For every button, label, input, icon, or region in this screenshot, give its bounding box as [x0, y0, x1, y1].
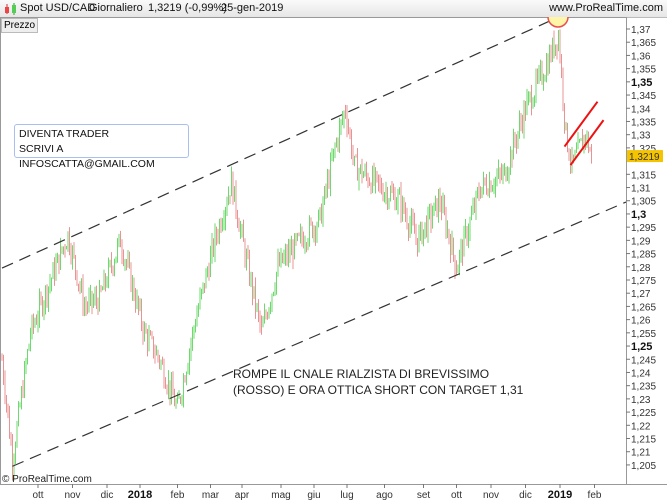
analysis-line-2: (ROSSO) E ORA OTTICA SHORT CON TARGET 1,…: [233, 383, 524, 397]
x-tick-label: ott: [451, 490, 462, 500]
x-tick-label: lug: [340, 490, 353, 500]
y-tick-label: 1,275: [631, 276, 656, 287]
analysis-text: ROMPE IL CNALE RIALZISTA DI BREVISSIMO (…: [233, 366, 523, 398]
panel-label[interactable]: Prezzo: [1, 18, 39, 33]
instrument-name: Spot USD/CAD: [20, 2, 96, 14]
y-tick-label: 1,27: [631, 289, 651, 300]
y-tick-label: 1,235: [631, 382, 656, 393]
y-tick-label: 1,25: [631, 341, 652, 353]
y-tick-label: 1,245: [631, 355, 656, 366]
x-tick-label: ago: [376, 490, 393, 500]
y-tick-label: 1,285: [631, 250, 656, 261]
x-tick-label: feb: [588, 490, 602, 500]
channel-lower-line: [12, 201, 627, 467]
last-price-marker: [627, 150, 663, 163]
y-tick-label: 1,305: [631, 197, 656, 208]
analysis-line-1: ROMPE IL CNALE RIALZISTA DI BREVISSIMO: [233, 367, 490, 381]
x-tick-label: mar: [202, 490, 220, 500]
x-tick-label: nov: [483, 490, 499, 500]
y-tick-label: 1,225: [631, 408, 656, 419]
x-tick-label: 2018: [128, 489, 152, 500]
x-tick-label: ott: [32, 490, 43, 500]
y-tick-label: 1,31: [631, 184, 651, 195]
y-tick-label: 1,365: [631, 38, 656, 49]
y-tick-label: 1,3: [631, 209, 646, 221]
y-tick-label: 1,26: [631, 316, 651, 327]
short-channel-upper-line: [563, 101, 599, 148]
chart-header: Spot USD/CAD Giornaliero 1,3219 (-0,99%)…: [0, 0, 667, 18]
plot-frame: [0, 17, 627, 485]
y-tick-label: 1,325: [631, 144, 656, 155]
y-tick-label: 1,335: [631, 117, 656, 128]
y-tick-label: 1,205: [631, 461, 656, 472]
x-tick-label: apr: [235, 490, 250, 500]
y-tick-label: 1,345: [631, 91, 656, 102]
y-tick-label: 1,33: [631, 131, 651, 142]
highlight-circle: [547, 17, 569, 28]
short-channel-lower-line: [569, 119, 605, 166]
y-tick-label: 1,35: [631, 77, 652, 89]
x-tick-label: 2019: [548, 489, 572, 500]
note-line-2: SCRIVI A INFOSCATTA@GMAIL.COM: [19, 143, 155, 170]
note-line-1: DIVENTA TRADER: [19, 128, 110, 140]
channel-upper-line: [1, 17, 556, 269]
x-tick-label: dic: [101, 490, 114, 500]
x-tick-label: nov: [64, 490, 80, 500]
y-tick-label: 1,28: [631, 263, 651, 274]
note-box: DIVENTA TRADER SCRIVI A INFOSCATTA@GMAIL…: [14, 124, 189, 170]
date: 25-gen-2019: [221, 2, 284, 14]
y-tick-label: 1,29: [631, 236, 651, 247]
y-tick-label: 1,215: [631, 435, 656, 446]
y-tick-label: 1,255: [631, 329, 656, 340]
y-tick-label: 1,23: [631, 395, 651, 406]
y-tick-label: 1,295: [631, 223, 656, 234]
candlestick-icon: [5, 3, 16, 15]
site-link[interactable]: www.ProRealTime.com: [549, 2, 663, 14]
y-tick-label: 1,315: [631, 170, 656, 181]
candles: [1, 29, 592, 481]
y-tick-label: 1,22: [631, 421, 651, 432]
period: Giornaliero: [89, 2, 143, 14]
price-change: 1,3219 (-0,99%): [148, 2, 227, 14]
y-tick-label: 1,24: [631, 368, 651, 379]
x-tick-label: set: [417, 490, 431, 500]
y-tick-label: 1,37: [631, 25, 651, 36]
x-tick-label: dic: [519, 490, 532, 500]
y-tick-label: 1,21: [631, 448, 651, 459]
last-price-label: 1,3219: [629, 152, 660, 163]
x-tick-label: feb: [171, 490, 185, 500]
copyright: © ProRealTime.com: [2, 474, 92, 485]
x-tick-label: mag: [271, 490, 290, 500]
y-tick-label: 1,265: [631, 302, 656, 313]
x-tick-label: giu: [307, 490, 320, 500]
y-tick-label: 1,355: [631, 65, 656, 76]
y-tick-label: 1,36: [631, 51, 651, 62]
y-tick-label: 1,34: [631, 104, 651, 115]
